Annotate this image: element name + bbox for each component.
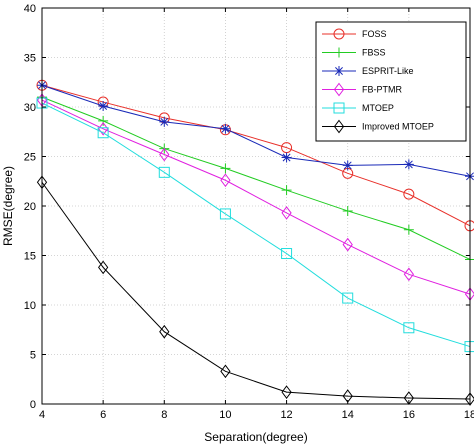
legend-label: Improved MTOEP — [362, 122, 434, 132]
data-point — [220, 163, 231, 174]
x-tick-label: 8 — [161, 409, 167, 421]
y-tick-label: 5 — [30, 350, 36, 362]
data-point — [98, 260, 109, 275]
data-point — [159, 116, 170, 127]
y-tick-label: 10 — [24, 300, 36, 312]
data-point — [281, 385, 292, 399]
series-line — [41, 84, 471, 177]
y-axis-label: RMSE(degree) — [1, 166, 15, 246]
legend-item: MTOEP — [322, 102, 394, 114]
x-axis-label: Separation(degree) — [204, 430, 307, 444]
plot-frame — [41, 7, 471, 405]
legend-label: MTOEP — [362, 103, 394, 113]
data-point — [220, 123, 231, 134]
series-line — [41, 102, 471, 348]
y-tick-label: 30 — [24, 102, 36, 114]
series-lines — [36, 79, 474, 406]
series-fbss — [37, 92, 474, 265]
data-point — [281, 152, 292, 163]
y-tick-label: 40 — [24, 3, 36, 15]
x-tick-label: 16 — [403, 409, 415, 421]
legend: FOSS FBSS ESPRIT-Like FB-PTMR MTOEP Improved … — [315, 21, 467, 142]
data-point — [98, 121, 109, 136]
series-line — [41, 84, 471, 227]
y-tick-label: 20 — [24, 201, 36, 213]
data-point — [464, 392, 474, 406]
x-tick-label: 10 — [219, 409, 231, 421]
legend-marker — [334, 47, 344, 58]
data-point — [220, 173, 231, 188]
data-point — [159, 324, 170, 339]
legend-marker — [333, 102, 345, 114]
legend-item: ESPRIT-Like — [322, 66, 414, 76]
data-point — [159, 147, 170, 162]
data-point — [342, 389, 353, 403]
legend-label: ESPRIT-Like — [362, 66, 414, 76]
legend-item: Improved MTOEP — [322, 119, 434, 134]
legend-label: FOSS — [362, 29, 387, 39]
x-tick-label: 4 — [39, 409, 45, 421]
data-point — [403, 224, 414, 235]
data-point — [342, 292, 354, 304]
series-line — [41, 96, 471, 260]
data-point — [98, 115, 109, 126]
data-point — [403, 322, 415, 334]
y-tick-label: 15 — [24, 251, 36, 263]
x-tick-label: 18 — [464, 409, 474, 421]
y-tick-label: 0 — [30, 399, 36, 411]
legend-marker — [333, 28, 345, 40]
data-point — [97, 127, 109, 139]
data-point — [98, 101, 109, 112]
data-point — [403, 159, 414, 170]
x-tick-label: 12 — [280, 409, 292, 421]
data-point — [342, 237, 353, 252]
x-tick-label: 14 — [342, 409, 354, 421]
series-improved-mtoep — [36, 175, 474, 406]
legend-label: FB-PTMR — [362, 85, 402, 95]
data-point — [220, 364, 231, 379]
y-tick-label: 25 — [24, 152, 36, 164]
legend-marker — [333, 82, 345, 97]
data-point — [342, 160, 353, 171]
legend-item: FBSS — [322, 47, 386, 58]
data-point — [403, 267, 414, 282]
data-point — [403, 188, 415, 200]
data-point — [281, 206, 292, 220]
y-tick-label: 35 — [24, 53, 36, 65]
data-point — [219, 208, 231, 220]
legend-item: FB-PTMR — [322, 82, 402, 97]
legend-marker — [334, 66, 344, 76]
legend-marker — [333, 119, 345, 134]
data-point — [158, 166, 170, 178]
legend-box — [315, 21, 467, 142]
data-point — [281, 248, 293, 260]
x-tick-label: 6 — [100, 409, 106, 421]
series-line — [41, 181, 471, 400]
data-point — [342, 205, 353, 216]
series-line — [41, 99, 471, 295]
data-point — [281, 185, 292, 196]
legend-label: FBSS — [362, 48, 386, 58]
legend-item: FOSS — [322, 28, 387, 40]
